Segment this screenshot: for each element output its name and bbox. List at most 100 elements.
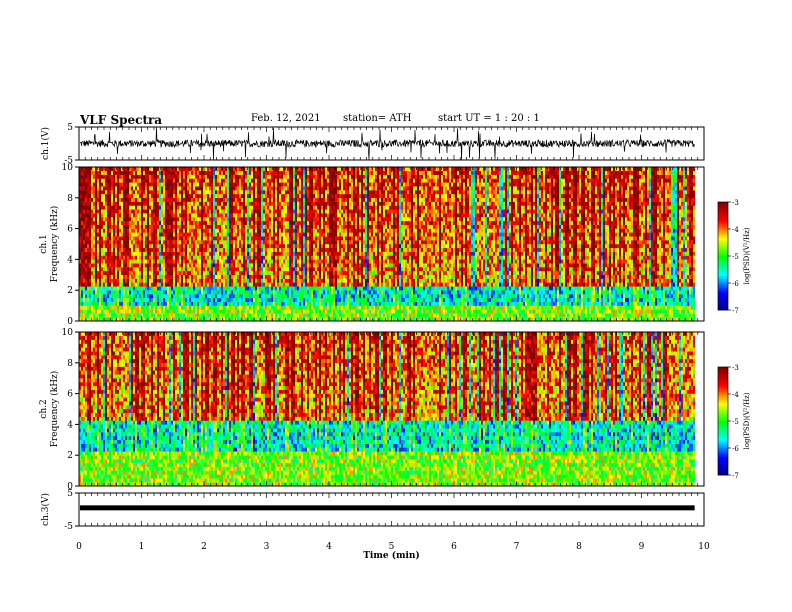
psd-cell — [253, 313, 256, 318]
psd-cell — [273, 170, 276, 175]
psd-cell — [81, 267, 84, 272]
psd-cell — [115, 259, 118, 264]
psd-cell — [99, 205, 102, 210]
psd-cell — [145, 301, 148, 306]
psd-cell — [131, 251, 134, 256]
psd-cell — [179, 213, 182, 218]
psd-cell — [287, 167, 290, 172]
psd-cell — [233, 297, 236, 302]
psd-cell — [121, 263, 124, 268]
psd-cell — [241, 263, 244, 268]
psd-cell — [303, 182, 306, 187]
psd-cell — [87, 190, 90, 195]
psd-cell — [265, 297, 268, 302]
psd-cell — [201, 294, 204, 299]
psd-cell — [163, 190, 166, 195]
psd-cell — [183, 213, 186, 218]
psd-cell — [301, 297, 304, 302]
psd-cell — [295, 305, 298, 310]
psd-cell — [251, 274, 254, 279]
psd-cell — [85, 201, 88, 206]
psd-cell — [97, 301, 100, 306]
psd-cell — [153, 236, 156, 241]
psd-cell — [155, 182, 158, 187]
ch1-waveform-trace — [79, 127, 695, 161]
psd-cell — [251, 244, 254, 249]
psd-cell — [93, 317, 96, 322]
psd-cell — [207, 309, 210, 314]
psd-cell — [227, 270, 230, 275]
psd-cell — [207, 251, 210, 256]
psd-cell — [209, 178, 212, 183]
psd-cell — [307, 244, 310, 249]
psd-cell — [99, 270, 102, 275]
psd-cell — [317, 244, 320, 249]
psd-cell — [165, 197, 168, 202]
psd-cell — [239, 301, 242, 306]
psd-cell — [167, 267, 170, 272]
psd-cell — [101, 317, 104, 322]
psd-cell — [261, 305, 264, 310]
psd-cell — [259, 197, 262, 202]
psd-cell — [215, 236, 218, 241]
psd-cell — [85, 220, 88, 225]
psd-cell — [157, 240, 160, 245]
psd-cell — [119, 297, 122, 302]
psd-cell — [251, 217, 254, 222]
psd-cell — [239, 290, 242, 295]
psd-cell — [313, 274, 316, 279]
psd-cell — [137, 290, 140, 295]
psd-cell — [207, 317, 210, 322]
psd-cell — [181, 178, 184, 183]
psd-cell — [227, 313, 230, 318]
psd-cell — [233, 286, 236, 291]
psd-cell — [215, 290, 218, 295]
psd-cell — [225, 174, 228, 179]
psd-cell — [137, 278, 140, 283]
psd-cell — [223, 167, 226, 172]
psd-cell — [91, 259, 94, 264]
psd-cell — [177, 255, 180, 260]
psd-cell — [285, 247, 288, 252]
psd-cell — [271, 228, 274, 233]
psd-cell — [289, 186, 292, 191]
psd-cell — [161, 182, 164, 187]
psd-cell — [197, 201, 200, 206]
psd-cell — [141, 313, 144, 318]
psd-cell — [135, 290, 138, 295]
psd-cell — [151, 294, 154, 299]
psd-cell — [189, 193, 192, 198]
psd-cell — [311, 270, 314, 275]
psd-cell — [107, 213, 110, 218]
psd-cell — [101, 190, 104, 195]
psd-cell — [145, 220, 148, 225]
psd-cell — [159, 209, 162, 214]
psd-cell — [113, 294, 116, 299]
psd-cell — [307, 251, 310, 256]
psd-cell — [237, 220, 240, 225]
psd-cell — [305, 170, 308, 175]
psd-cell — [193, 305, 196, 310]
psd-cell — [241, 170, 244, 175]
psd-cell — [227, 301, 230, 306]
psd-cell — [153, 301, 156, 306]
psd-cell — [169, 201, 172, 206]
psd-cell — [125, 244, 128, 249]
psd-cell — [79, 251, 82, 256]
psd-cell — [211, 197, 214, 202]
psd-cell — [285, 282, 288, 287]
psd-cell — [145, 305, 148, 310]
psd-cell — [97, 205, 100, 210]
psd-cell — [129, 259, 132, 264]
psd-cell — [169, 267, 172, 272]
psd-cell — [133, 236, 136, 241]
psd-cell — [269, 167, 272, 172]
psd-cell — [187, 170, 190, 175]
psd-cell — [153, 193, 156, 198]
psd-cell — [303, 313, 306, 318]
psd-cell — [261, 182, 264, 187]
psd-cell — [279, 178, 282, 183]
psd-cell — [123, 251, 126, 256]
psd-cell — [239, 305, 242, 310]
psd-cell — [155, 313, 158, 318]
